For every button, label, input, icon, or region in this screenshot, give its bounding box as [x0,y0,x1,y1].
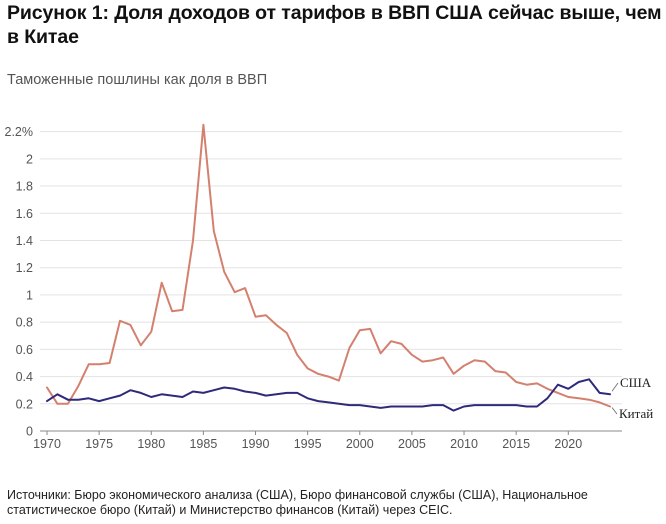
series-label: Китай [619,406,653,421]
x-tick-label: 1975 [85,437,113,450]
chart-subtitle: Таможенные пошлины как доля в ВВП [7,72,268,88]
x-tick-label: 2000 [346,437,374,450]
series-lines [46,123,611,412]
y-tick-label: 1.6 [16,207,33,221]
series-label-leader [611,407,618,415]
y-tick-label: 0.4 [16,370,33,384]
tariff-line-chart: 0 0.2 0.4 0.6 0.8 1 1.2 1.4 1.6 1.8 2 2.2% 1970 1975… [5,123,653,450]
series-label-leader [611,382,619,392]
x-tick-label: 1985 [189,437,217,450]
series-label: США [620,375,652,390]
y-tick-label: 1.2 [16,261,33,275]
y-tick-label: 1 [26,288,33,302]
y-tick-label: 1.8 [16,180,33,194]
x-tick-label: 1990 [242,437,270,450]
x-tick-label: 1970 [33,437,61,450]
x-tick-label: 2005 [398,437,426,450]
y-tick-label: 2 [26,152,33,166]
y-tick-label: 0.6 [16,343,33,357]
y-tick-label: 2.2% [5,125,34,139]
x-tick-label: 2015 [502,437,530,450]
source-note: Источники: Бюро экономического анализа (… [7,488,588,517]
y-tick-label: 0.8 [16,316,33,330]
y-tick-label: 0 [26,425,33,439]
series-line-usa [46,378,611,412]
y-tick-label: 0.2 [16,397,33,411]
x-tick-label: 2010 [450,437,478,450]
chart-title: Рисунок 1: Доля доходов от тарифов в ВВП… [7,2,662,48]
grid-lines [40,131,622,432]
series-line-china [46,123,611,408]
series-labels: Китай США [611,375,653,421]
y-axis-ticks: 0 0.2 0.4 0.6 0.8 1 1.2 1.4 1.6 1.8 2 2.2% [5,125,34,438]
x-tick-label: 1995 [294,437,322,450]
x-tick-label: 1980 [137,437,165,450]
x-tick-label: 2020 [554,437,582,450]
x-axis-ticks: 1970 1975 1980 1985 1990 1995 2000 2005 2010 2015… [33,431,582,450]
y-tick-label: 1.4 [16,234,33,248]
